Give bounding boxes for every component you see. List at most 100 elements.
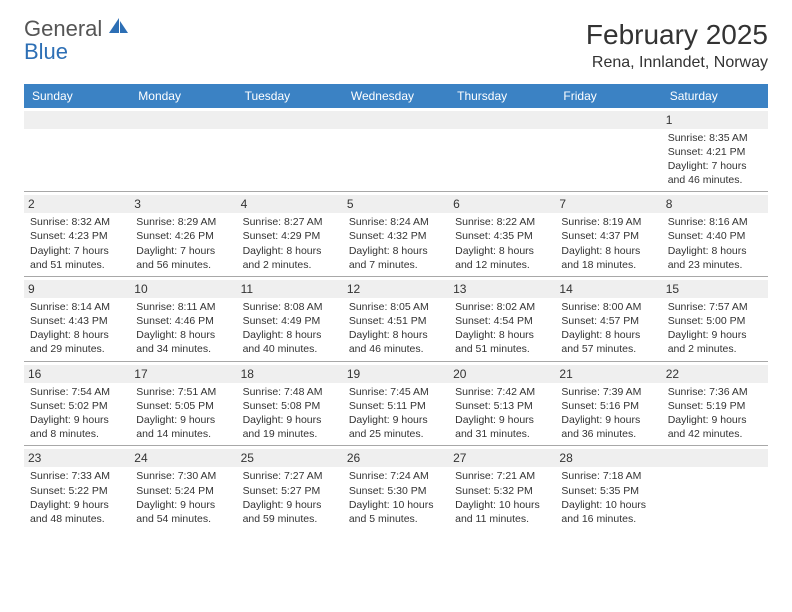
day-number: 19 [343,365,449,383]
daylight-line: Daylight: 8 hours and 51 minutes. [455,328,549,356]
day-number: 6 [449,195,555,213]
calendar-day-cell: 10Sunrise: 8:11 AMSunset: 4:46 PMDayligh… [130,277,236,361]
sunset-line: Sunset: 5:00 PM [668,314,762,328]
calendar-day-cell: 21 Sunrise: 7:39 AMSunset: 5:16 PMDayligh… [555,362,661,446]
sunrise-line: Sunrise: 8:22 AM [455,215,549,229]
day-details: Sunrise: 8:35 AMSunset: 4:21 PMDaylight:… [668,131,762,188]
calendar-grid: SundayMondayTuesdayWednesdayThursdayFrid… [24,84,768,530]
sunrise-line: Sunrise: 8:02 AM [455,300,549,314]
daylight-line: Daylight: 9 hours and 8 minutes. [30,413,124,441]
sunrise-line: Sunrise: 8:24 AM [349,215,443,229]
calendar-day-cell: 28Sunrise: 7:18 AMSunset: 5:35 PMDayligh… [555,446,661,530]
day-details: Sunrise: 8:32 AMSunset: 4:23 PMDaylight:… [30,215,124,272]
sunrise-line: Sunrise: 7:57 AM [668,300,762,314]
sunrise-line: Sunrise: 8:27 AM [243,215,337,229]
calendar-week-row: 16Sunrise: 7:54 AMSunset: 5:02 PMDayligh… [24,361,768,446]
sunrise-line: Sunrise: 8:14 AM [30,300,124,314]
sunset-line: Sunset: 5:22 PM [30,484,124,498]
sunset-line: Sunset: 5:35 PM [561,484,655,498]
weekday-header: Wednesday [343,84,449,108]
day-number: 21 [555,365,661,383]
weekday-header: Monday [130,84,236,108]
day-number: 1 [662,111,768,129]
day-number: 26 [343,449,449,467]
sunset-line: Sunset: 4:29 PM [243,229,337,243]
month-title: February 2025 [586,18,768,52]
daylight-line: Daylight: 7 hours and 56 minutes. [136,244,230,272]
calendar-day-cell: 7Sunrise: 8:19 AMSunset: 4:37 PMDaylight… [555,192,661,276]
sunrise-line: Sunrise: 8:32 AM [30,215,124,229]
daylight-line: Daylight: 9 hours and 14 minutes. [136,413,230,441]
brand-logo: General Blue [24,18,129,64]
daylight-line: Daylight: 8 hours and 40 minutes. [243,328,337,356]
sunrise-line: Sunrise: 8:11 AM [136,300,230,314]
sunset-line: Sunset: 4:40 PM [668,229,762,243]
daylight-line: Daylight: 7 hours and 51 minutes. [30,244,124,272]
day-details: Sunrise: 7:18 AMSunset: 5:35 PMDaylight:… [561,469,655,526]
sunset-line: Sunset: 4:37 PM [561,229,655,243]
sunset-line: Sunset: 4:49 PM [243,314,337,328]
day-details: Sunrise: 7:33 AMSunset: 5:22 PMDaylight:… [30,469,124,526]
sunrise-line: Sunrise: 7:27 AM [243,469,337,483]
day-number: 7 [555,195,661,213]
day-number: 14 [555,280,661,298]
sunset-line: Sunset: 5:19 PM [668,399,762,413]
day-number: 2 [24,195,130,213]
calendar-day-cell: 14Sunrise: 8:00 AMSunset: 4:57 PMDayligh… [555,277,661,361]
sunset-line: Sunset: 5:27 PM [243,484,337,498]
calendar-day-cell: 26Sunrise: 7:24 AMSunset: 5:30 PMDayligh… [343,446,449,530]
daylight-line: Daylight: 7 hours and 46 minutes. [668,159,762,187]
sunset-line: Sunset: 4:35 PM [455,229,549,243]
weekday-header: Tuesday [237,84,343,108]
day-number: 10 [130,280,236,298]
sunrise-line: Sunrise: 8:19 AM [561,215,655,229]
sunset-line: Sunset: 4:32 PM [349,229,443,243]
day-details: Sunrise: 8:14 AMSunset: 4:43 PMDaylight:… [30,300,124,357]
sunrise-line: Sunrise: 8:29 AM [136,215,230,229]
daylight-line: Daylight: 8 hours and 29 minutes. [30,328,124,356]
day-number [555,111,661,129]
sunrise-line: Sunrise: 7:24 AM [349,469,443,483]
day-details: Sunrise: 7:21 AMSunset: 5:32 PMDaylight:… [455,469,549,526]
day-number: 22 [662,365,768,383]
weekday-header: Saturday [662,84,768,108]
sunset-line: Sunset: 5:13 PM [455,399,549,413]
daylight-line: Daylight: 8 hours and 23 minutes. [668,244,762,272]
sunset-line: Sunset: 4:57 PM [561,314,655,328]
daylight-line: Daylight: 9 hours and 42 minutes. [668,413,762,441]
calendar-day-cell: 8Sunrise: 8:16 AMSunset: 4:40 PMDaylight… [662,192,768,276]
calendar-day-cell: 18Sunrise: 7:48 AMSunset: 5:08 PMDayligh… [237,362,343,446]
sunset-line: Sunset: 5:30 PM [349,484,443,498]
sunrise-line: Sunrise: 8:05 AM [349,300,443,314]
calendar-day-cell: 16Sunrise: 7:54 AMSunset: 5:02 PMDayligh… [24,362,130,446]
day-number: 12 [343,280,449,298]
day-number: 11 [237,280,343,298]
calendar-day-cell: 20Sunrise: 7:42 AMSunset: 5:13 PMDayligh… [449,362,555,446]
day-details: Sunrise: 7:48 AMSunset: 5:08 PMDaylight:… [243,385,337,442]
calendar-day-cell: 23Sunrise: 7:33 AMSunset: 5:22 PMDayligh… [24,446,130,530]
calendar-day-cell: 27Sunrise: 7:21 AMSunset: 5:32 PMDayligh… [449,446,555,530]
sunset-line: Sunset: 5:11 PM [349,399,443,413]
sunset-line: Sunset: 5:02 PM [30,399,124,413]
day-details: Sunrise: 7:45 AMSunset: 5:11 PMDaylight:… [349,385,443,442]
calendar-week-row: 1 Sunrise: 8:35 AMSunset: 4:21 PMDaylight… [24,108,768,192]
calendar-week-row: 23Sunrise: 7:33 AMSunset: 5:22 PMDayligh… [24,445,768,530]
day-details: Sunrise: 7:51 AMSunset: 5:05 PMDaylight:… [136,385,230,442]
day-details: Sunrise: 7:36 AMSunset: 5:19 PMDaylight:… [668,385,762,442]
calendar-week-row: 2 Sunrise: 8:32 AMSunset: 4:23 PMDaylight… [24,191,768,276]
calendar-day-cell [130,108,236,192]
title-block: February 2025 Rena, Innlandet, Norway [586,18,768,72]
sunset-line: Sunset: 4:51 PM [349,314,443,328]
daylight-line: Daylight: 8 hours and 12 minutes. [455,244,549,272]
day-number: 16 [24,365,130,383]
location-text: Rena, Innlandet, Norway [586,54,768,72]
weekday-header: Friday [555,84,661,108]
sunset-line: Sunset: 5:24 PM [136,484,230,498]
day-details: Sunrise: 7:39 AMSunset: 5:16 PMDaylight:… [561,385,655,442]
sunset-line: Sunset: 4:43 PM [30,314,124,328]
calendar-day-cell: 17Sunrise: 7:51 AMSunset: 5:05 PMDayligh… [130,362,236,446]
day-number [449,111,555,129]
weekday-header: Sunday [24,84,130,108]
calendar-day-cell [24,108,130,192]
day-number: 20 [449,365,555,383]
